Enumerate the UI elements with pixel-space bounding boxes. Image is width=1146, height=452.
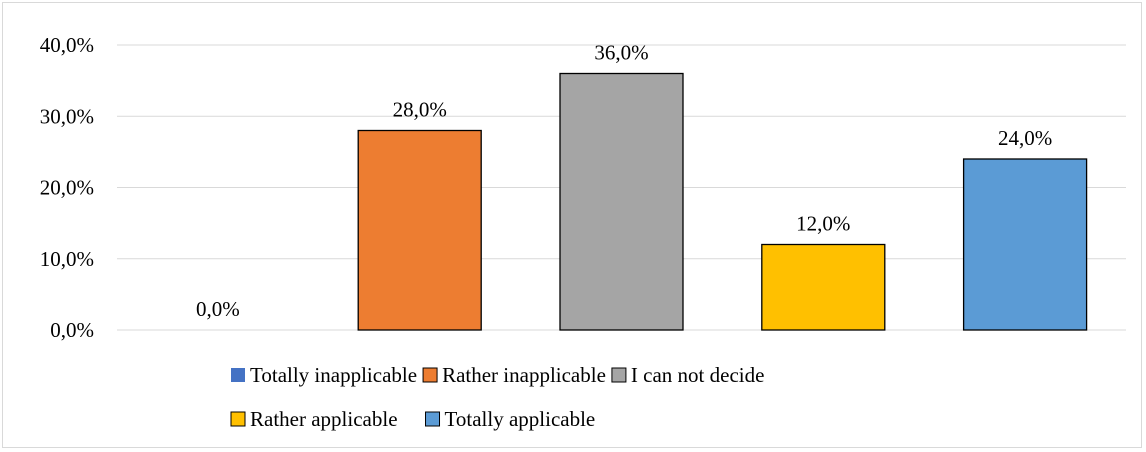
- legend-swatch: [611, 367, 627, 383]
- bar: [962, 158, 1088, 331]
- y-tick-label: 0,0%: [50, 318, 94, 342]
- legend-swatch: [425, 411, 441, 427]
- legend-label: I can not decide: [631, 363, 765, 387]
- legend-swatch: [230, 411, 246, 427]
- legend-swatch: [231, 368, 245, 382]
- y-tick-label: 20,0%: [40, 176, 94, 200]
- legend: Totally inapplicable Rather inapplicable I…: [230, 363, 765, 431]
- data-label: 28,0%: [393, 98, 447, 122]
- legend-label: Rather applicable: [250, 407, 398, 431]
- legend-label: Totally applicable: [445, 407, 596, 431]
- y-tick-label: 30,0%: [40, 104, 94, 128]
- bar: [357, 129, 482, 331]
- data-label: 0,0%: [196, 297, 240, 321]
- bar: [559, 72, 684, 331]
- bar: [761, 243, 886, 331]
- y-axis-tick-labels: 0,0% 10,0% 20,0% 30,0% 40,0%: [40, 33, 94, 342]
- legend-swatch: [422, 367, 438, 383]
- legend-label: Rather inapplicable: [442, 363, 606, 387]
- legend-label: Totally inapplicable: [250, 363, 417, 387]
- bars: [357, 72, 1088, 331]
- data-label: 12,0%: [796, 212, 850, 236]
- y-tick-label: 10,0%: [40, 247, 94, 271]
- data-label: 24,0%: [998, 126, 1052, 150]
- data-labels: 0,0% 28,0% 36,0% 12,0% 24,0%: [196, 41, 1052, 322]
- data-label: 36,0%: [594, 41, 648, 65]
- y-tick-label: 40,0%: [40, 33, 94, 57]
